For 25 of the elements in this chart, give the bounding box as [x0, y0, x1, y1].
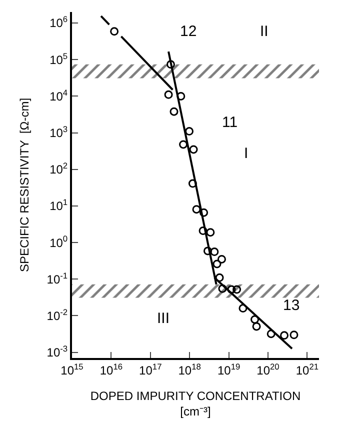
annotation: 12 — [180, 23, 197, 40]
annotation: 11 — [222, 114, 238, 131]
x-tick-label: 10$^{18}$ — [178, 361, 202, 378]
x-tick-label: 10$^{17}$ — [139, 361, 162, 378]
y-tick-label: 10$^{-1}$ — [46, 270, 68, 286]
y-tick-label: 10$^{1}$ — [50, 197, 68, 214]
x-axis-title: DOPED IMPURITY CONCENTRATION [cm⁻³] — [90, 388, 301, 418]
x-tick-label: 10$^{21}$ — [296, 361, 319, 378]
annotation: III — [157, 310, 170, 327]
x-tick-label: 10$^{20}$ — [256, 361, 280, 378]
y-axis-title: SPECIFIC RESISTIVITY [Ω-cm] — [18, 98, 32, 272]
y-tick-label: 10$^{4}$ — [50, 87, 68, 104]
x-tick-label: 10$^{16}$ — [100, 361, 123, 378]
y-tick-label: 10$^{-2}$ — [46, 306, 68, 323]
x-tick-label: 10$^{19}$ — [217, 361, 240, 378]
annotation: 13 — [283, 297, 300, 314]
annotation: I — [244, 145, 248, 162]
y-tick-label: 10$^{3}$ — [50, 124, 68, 140]
y-tick-label: 10$^{5}$ — [50, 50, 68, 67]
y-tick-label: 10$^{6}$ — [50, 14, 68, 30]
y-tick-label: 10$^{0}$ — [50, 234, 68, 250]
y-tick-label: 10$^{2}$ — [50, 160, 68, 177]
x-tick-label: 10$^{15}$ — [60, 361, 84, 378]
y-tick-label: 10$^{-3}$ — [46, 343, 68, 360]
annotation: II — [260, 23, 268, 40]
